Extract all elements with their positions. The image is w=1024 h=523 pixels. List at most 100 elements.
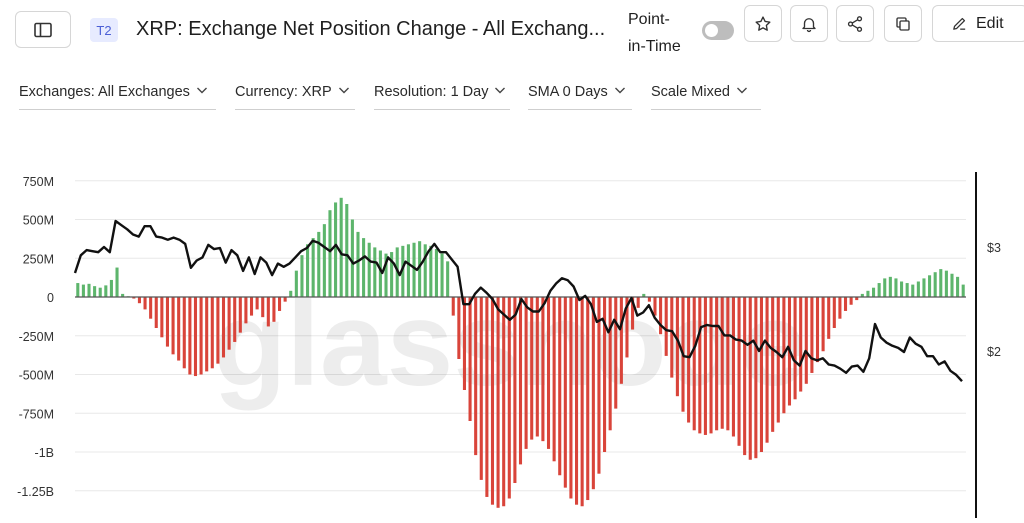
resolution-select[interactable]: Resolution: 1 Day: [374, 84, 510, 110]
bar: [911, 284, 915, 297]
bar: [294, 270, 298, 297]
bar: [171, 297, 175, 355]
tier-badge: T2: [90, 18, 118, 42]
bar: [98, 287, 102, 297]
bar: [502, 297, 506, 507]
edit-button[interactable]: Edit: [932, 5, 1024, 42]
chart-area[interactable]: glassnode 750M 500M 250M 0 -250M -500M -750M -1…: [0, 160, 1024, 518]
bar: [261, 297, 265, 318]
bar: [569, 297, 573, 499]
bar: [418, 241, 422, 297]
bar: [631, 297, 635, 330]
bar: [692, 297, 696, 431]
bar: [535, 297, 539, 437]
bar: [726, 297, 730, 431]
bar: [939, 269, 943, 297]
bar: [507, 297, 511, 499]
y-tick-label: 750M: [23, 175, 54, 189]
bar: [731, 297, 735, 437]
bar: [401, 245, 405, 297]
bar: [76, 283, 80, 297]
alert-button[interactable]: [790, 5, 828, 42]
bar: [457, 297, 461, 359]
bar: [720, 297, 724, 429]
toggle-sidebar-button[interactable]: [15, 11, 71, 48]
bar: [177, 297, 181, 361]
bar: [165, 297, 169, 347]
bar: [888, 276, 892, 297]
bar: [715, 297, 719, 431]
bars: [76, 197, 965, 508]
bar: [104, 285, 108, 298]
bar: [956, 276, 960, 297]
bar: [771, 297, 775, 432]
bar: [322, 224, 326, 297]
sma-select[interactable]: SMA 0 Days: [528, 84, 632, 110]
sidebar-icon: [34, 22, 52, 37]
bar: [872, 287, 876, 297]
bar: [149, 297, 153, 319]
bar: [137, 297, 141, 304]
y-tick-label: 0: [47, 291, 54, 305]
bar: [143, 297, 147, 310]
bar: [883, 278, 887, 297]
bar: [928, 275, 932, 297]
bar: [698, 297, 702, 434]
point-in-time-label: Point- in-Time: [628, 6, 681, 60]
scale-select[interactable]: Scale Mixed: [651, 84, 761, 110]
bar: [221, 297, 226, 358]
bar: [278, 297, 282, 311]
bar: [905, 283, 909, 297]
bar: [642, 293, 646, 297]
bar: [765, 297, 769, 443]
bar: [799, 297, 803, 392]
bar: [961, 284, 965, 297]
bar: [199, 297, 203, 375]
bar: [339, 197, 343, 297]
bar: [563, 297, 567, 488]
share-button[interactable]: [836, 5, 874, 42]
bar: [636, 297, 640, 308]
share-icon: [847, 15, 863, 32]
bar: [93, 286, 97, 297]
duplicate-button[interactable]: [884, 5, 922, 42]
bar: [608, 297, 612, 431]
filter-bar: Exchanges: All Exchanges Currency: XRP R…: [0, 78, 1024, 112]
exchanges-select[interactable]: Exchanges: All Exchanges: [19, 84, 216, 110]
bar: [115, 267, 119, 297]
bar: [272, 297, 276, 322]
bar: [849, 297, 853, 305]
bar: [468, 297, 472, 421]
bar: [804, 297, 808, 384]
bar: [412, 242, 416, 297]
bar: [709, 297, 713, 434]
chevron-down-icon: [338, 87, 349, 94]
currency-select[interactable]: Currency: XRP: [235, 84, 355, 110]
bar: [334, 202, 338, 297]
favorite-button[interactable]: [744, 5, 782, 42]
chevron-down-icon: [736, 87, 747, 94]
bar: [586, 297, 590, 501]
point-in-time-toggle[interactable]: [702, 21, 734, 40]
y-tick-label: 250M: [23, 252, 54, 266]
chart[interactable]: glassnode 750M500M250M0-250M-500M-750M-1…: [0, 160, 1024, 518]
bar: [362, 238, 366, 297]
bar: [754, 297, 758, 459]
bar: [575, 297, 579, 505]
bar: [233, 297, 237, 342]
y-tick-label: -1.25B: [17, 485, 54, 499]
bar: [479, 297, 483, 480]
bar: [490, 297, 495, 505]
bar: [474, 297, 478, 456]
bar: [877, 283, 881, 297]
y-tick-label: -500M: [19, 369, 54, 383]
bar: [659, 297, 663, 335]
point-in-time-label-line2: in-Time: [628, 38, 681, 55]
pencil-icon: [953, 17, 966, 30]
bar: [815, 297, 820, 363]
bar: [423, 244, 427, 297]
bar: [664, 297, 668, 356]
bar: [541, 297, 545, 442]
bar: [647, 297, 651, 302]
bar: [154, 297, 158, 328]
